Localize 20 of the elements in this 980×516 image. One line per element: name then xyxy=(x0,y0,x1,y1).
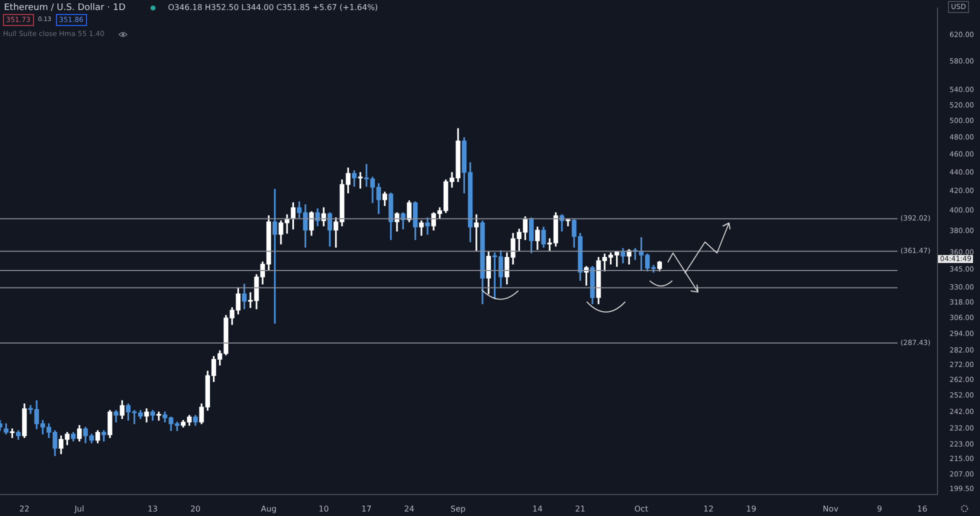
x-tick-label: Aug xyxy=(260,504,277,514)
x-tick-label: Nov xyxy=(822,504,839,514)
x-tick-label: Jul xyxy=(74,504,84,514)
x-tick-label: 19 xyxy=(746,504,756,514)
x-tick-label: 20 xyxy=(190,504,201,514)
x-tick-label: 9 xyxy=(876,504,882,514)
x-tick-label: 10 xyxy=(318,504,329,514)
x-tick-label: Sep xyxy=(450,504,466,514)
x-tick-label: 16 xyxy=(917,504,928,514)
x-tick-label: 12 xyxy=(703,504,714,514)
x-tick-label: 13 xyxy=(148,504,158,514)
candlestick xyxy=(566,218,570,226)
x-tick-label: 17 xyxy=(361,504,372,514)
x-tick-label: 14 xyxy=(532,504,543,514)
x-tick-label: Oct xyxy=(634,504,648,514)
annotation: O346.18 H352.50 L344.00 C351.85 +5.67 (+1.64%) xyxy=(168,3,378,13)
x-tick-label: 21 xyxy=(575,504,586,514)
x-tick-label: 22 xyxy=(19,504,30,514)
x-tick-label: 24 xyxy=(404,504,414,514)
chart-title: Ethereum / U.S. Dollar · 1D xyxy=(4,3,126,13)
